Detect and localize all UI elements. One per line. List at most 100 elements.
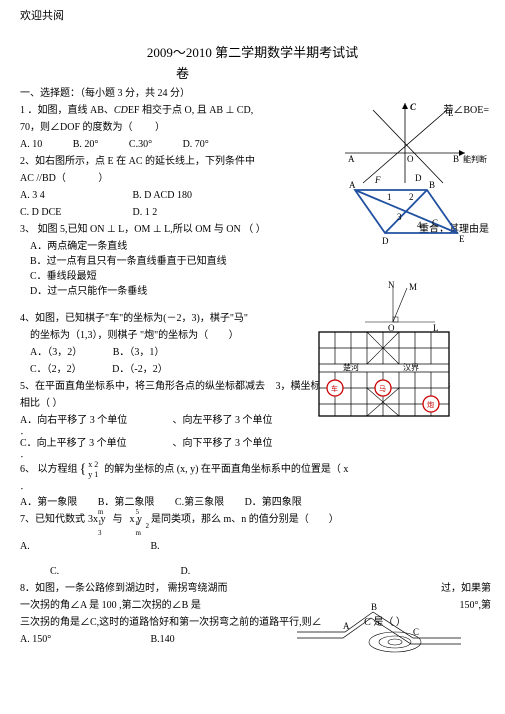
q5-dots: ． xyxy=(20,430,485,435)
q7-post: 是同类项，那么 m、n 的值分别是（ xyxy=(151,512,309,527)
q5-c: C．向上平移了 3 个单位 xyxy=(20,436,170,451)
brace-icon: { xyxy=(80,463,87,477)
q6-d: D．第四象限 xyxy=(245,495,302,510)
q2-c: C. D DCE xyxy=(20,205,130,220)
svg-text:E: E xyxy=(459,234,465,244)
question-7: 7、已知代数式 m 1 3 3x y 与 5 n m x y 2 是同类项，那么… xyxy=(20,512,485,527)
q8-l3t: 三次拐的角是∠C,这时的道路恰好和第一次拐弯之前的道路平行,则∠ xyxy=(20,617,322,628)
q5-l1: 5、在平面直角坐标系中，将三角形各点的纵坐标都减去 xyxy=(20,381,265,392)
q5-cb: 、向下平移了 3 个单位 xyxy=(173,438,273,449)
q1-l2b: ） xyxy=(155,122,165,133)
q6-eq2: y 1 xyxy=(88,470,98,480)
q7-e2sup: 5 n m xyxy=(136,507,143,539)
q5-ab: 、向左平移了 3 个单位 xyxy=(173,415,273,426)
q7-a: A. xyxy=(20,539,120,554)
q3-b: B．过一点有且只有一条直线垂直于已知直线 xyxy=(30,254,485,269)
q4-d: D．（-2，2） xyxy=(112,362,168,377)
q2-b: B. D ACD 180 xyxy=(133,190,192,201)
axes-svg: O A B C D E F xyxy=(335,98,475,188)
q1-italic: CD xyxy=(114,105,128,116)
svg-text:B: B xyxy=(453,154,459,164)
q7-sub2: 2 xyxy=(146,521,150,532)
svg-text:M: M xyxy=(409,282,417,292)
svg-text:N: N xyxy=(388,280,395,290)
svg-text:B: B xyxy=(371,602,377,612)
svg-text:3: 3 xyxy=(397,212,402,222)
q1-l2a: 70，则∠DOF 的度数为（ xyxy=(20,122,133,133)
q8-a: A. 150° xyxy=(20,632,120,647)
svg-text:C: C xyxy=(410,102,417,112)
q2-d: D. 1 2 xyxy=(133,207,158,218)
svg-text:A: A xyxy=(343,621,350,631)
chess-left-label: 楚河 xyxy=(343,362,359,372)
q7-c: C. xyxy=(50,564,90,579)
q8-b: B.140 xyxy=(151,632,175,647)
exam-title-2: 卷 xyxy=(0,64,485,84)
q4-c: C．（2，2） xyxy=(30,362,82,377)
q2-text: 2、如右图所示，点 E 在 AC 的延长线上，下列条件中 xyxy=(20,156,255,167)
q8-l1: 8．如图，一条公路修到湖边时， 需拐弯绕湖而 xyxy=(20,583,228,594)
q7-mid: 与 xyxy=(113,512,123,527)
svg-text:C: C xyxy=(432,218,438,228)
svg-text:4: 4 xyxy=(417,220,422,230)
q4-l2a: 的坐标为（1,3），则棋子 "炮"的坐标为（ xyxy=(30,330,208,341)
q2-t2: AC //BD（ xyxy=(20,173,66,184)
q3-text: 3、 如图 5,已知 ON ⊥ L，OM ⊥ L,所以 OM 与 ON （ ） xyxy=(20,224,266,235)
svg-text:C: C xyxy=(413,627,419,637)
q7-d: D. xyxy=(181,564,191,579)
chess-svg: 楚河 汉界 车 马 炮 xyxy=(315,328,455,422)
q1-opt-d: D. 70° xyxy=(183,137,209,152)
q7-opts2: C. D. xyxy=(20,564,485,579)
q6-eq1: x 2 xyxy=(88,460,98,470)
svg-text:O: O xyxy=(407,154,414,164)
perp-svg: N M O L xyxy=(355,280,445,335)
q6-a: A．第一象限 xyxy=(20,495,77,510)
q6-close: ． xyxy=(20,481,485,493)
q5-row2: C．向上平移了 3 个单位 、向下平移了 3 个单位 xyxy=(20,436,485,451)
figure-parallel: A B D C E 1 2 3 4 xyxy=(337,178,487,248)
q6-c: C.第三象限 xyxy=(175,495,224,510)
q8-l2t: 一次拐的角∠A 是 100 ,第二次拐的∠B 是 xyxy=(20,600,201,611)
q1-opt-b: B. 20° xyxy=(73,137,99,152)
svg-text:炮: 炮 xyxy=(427,400,434,409)
svg-text:E: E xyxy=(448,108,454,118)
q2-t3: ） xyxy=(98,173,108,184)
page-header: 欢迎共阅 xyxy=(20,8,485,25)
figure-road: A B C xyxy=(295,598,465,660)
exam-title: 2009～2010 第二学期数学半期考试试 xyxy=(20,43,485,63)
svg-text:B: B xyxy=(429,180,435,190)
q1-text2: EF 相交于点 O, 且 AB ⊥ CD, xyxy=(128,105,253,116)
q6-b: B．第二象限 xyxy=(98,495,155,510)
question-6: 6、 以方程组 { x 2 y 1 的解为坐标的点 (x, y) 在平面直角坐标… xyxy=(20,460,485,479)
q6-opts: A．第一象限 B．第二象限 C.第三象限 D．第四象限 xyxy=(20,495,485,510)
q4-b: B．（3，1） xyxy=(113,345,165,360)
q1-text: 1 ．如图，直线 AB、 xyxy=(20,105,114,116)
q5-dots2: ． xyxy=(20,453,485,458)
q6-pre: 6、 以方程组 xyxy=(20,462,78,477)
q7-pre: 7、已知代数式 xyxy=(20,512,85,527)
svg-text:A: A xyxy=(348,154,355,164)
chess-right-label: 汉界 xyxy=(403,363,419,372)
para-svg: A B D C E 1 2 3 4 xyxy=(337,178,487,248)
q7-close: ） xyxy=(329,512,339,527)
q8-l1r: 过，如果第 xyxy=(441,581,491,596)
figure-chess: 楚河 汉界 车 马 炮 xyxy=(315,328,455,422)
q1-opt-c: C.30° xyxy=(129,137,152,152)
svg-text:1: 1 xyxy=(387,192,392,202)
q6-post: 的解为坐标的点 (x, y) 在平面直角坐标系中的位置是（ x xyxy=(104,462,348,477)
figure-axes: O A B C D E F xyxy=(335,98,475,188)
q1-opt-a: A. 10 xyxy=(20,137,42,152)
question-8: 8．如图，一条公路修到湖边时， 需拐弯绕湖而 过，如果第 xyxy=(20,581,485,596)
q7-e1sup: m 1 3 xyxy=(98,507,106,539)
q4-a: A．（3，2） xyxy=(30,345,82,360)
q4-l2b: ） xyxy=(229,330,239,341)
svg-text:马: 马 xyxy=(379,385,386,393)
q2-a: A. 3 4 xyxy=(20,188,130,203)
q5-a: A．向右平移了 3 个单位 xyxy=(20,413,170,428)
svg-text:A: A xyxy=(349,180,356,190)
svg-text:车: 车 xyxy=(331,384,338,393)
svg-text:2: 2 xyxy=(409,192,414,202)
road-svg: A B C xyxy=(295,598,465,660)
q7-b: B. xyxy=(151,539,160,554)
q7-opts1: A. B. xyxy=(20,539,485,554)
